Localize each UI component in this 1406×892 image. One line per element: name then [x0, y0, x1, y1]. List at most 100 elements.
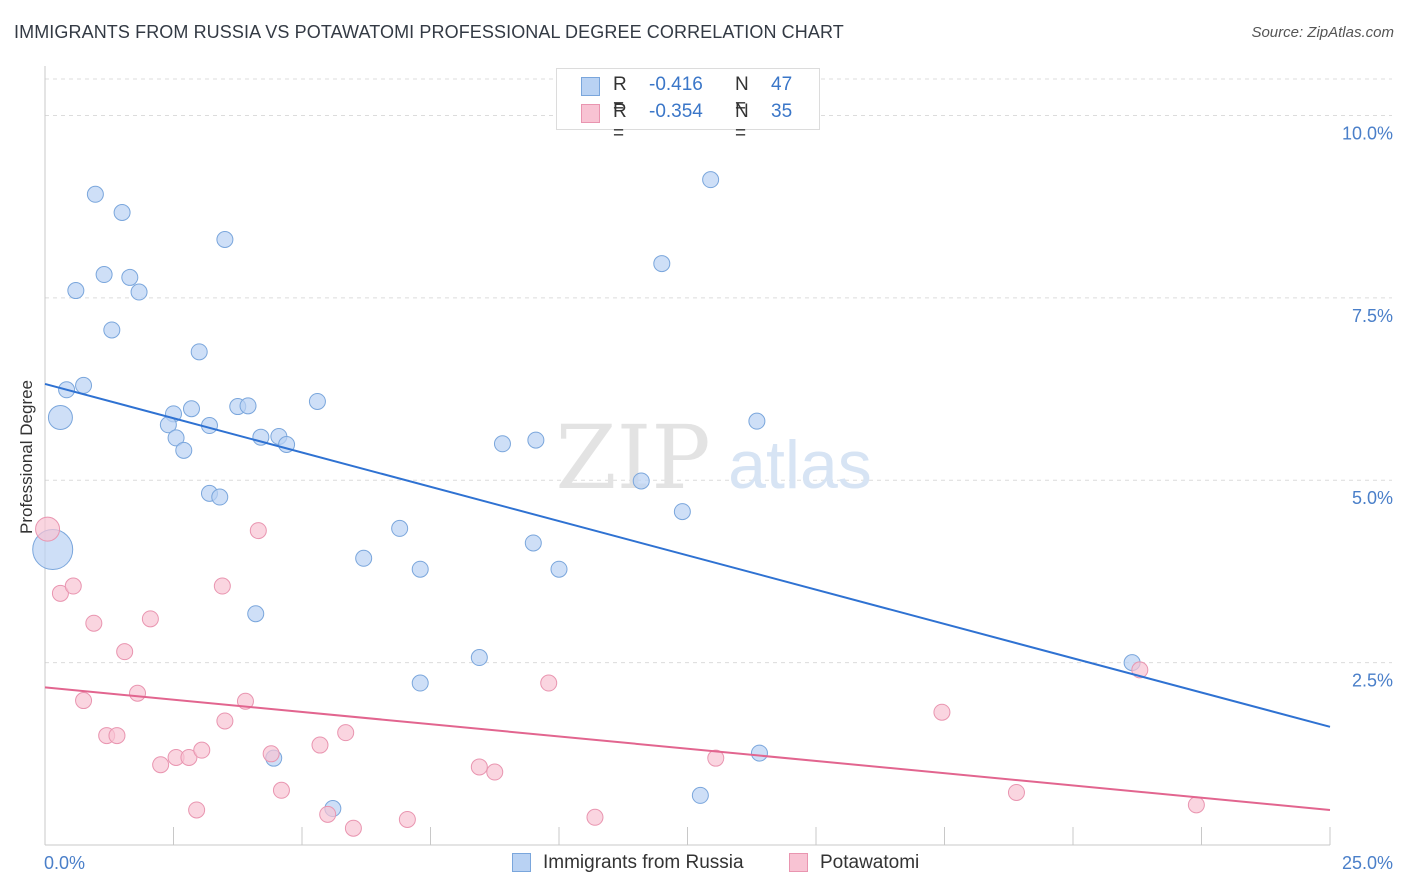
potawatomi-point: [249, 522, 267, 540]
russia-point: [673, 503, 691, 521]
y-axis-label: Professional Degree: [17, 379, 36, 535]
axes-layer: [44, 66, 1331, 846]
potawatomi-point: [344, 819, 362, 837]
russia-point: [247, 605, 265, 623]
russia-point: [190, 343, 208, 361]
russia-point: [493, 435, 511, 453]
potawatomi-point: [213, 577, 231, 595]
trend-layer: [44, 382, 1331, 811]
legend-swatch-potawatomi: [581, 104, 600, 123]
russia-point: [308, 392, 326, 410]
potawatomi-point: [311, 736, 329, 754]
potawatomi-point: [152, 756, 170, 774]
potawatomi-point: [398, 810, 416, 828]
potawatomi-point: [933, 703, 951, 721]
russia-point: [167, 429, 185, 447]
r-value: -0.416: [649, 74, 703, 95]
watermark-atlas: atlas: [728, 427, 872, 503]
russia-point: [182, 400, 200, 418]
russia-point: [86, 185, 104, 203]
x-tick-label: 0.0%: [44, 853, 85, 873]
y-tick-label: 10.0%: [1342, 123, 1393, 143]
points-layer: [32, 171, 1205, 837]
y-tick-label: 2.5%: [1352, 671, 1393, 691]
grid-layer: [45, 78, 1392, 664]
potawatomi-point: [75, 692, 93, 710]
legend-swatch-russia: [581, 77, 600, 96]
potawatomi-point: [1131, 661, 1149, 679]
potawatomi-point: [272, 781, 290, 799]
russia-point: [470, 649, 488, 667]
russia-point: [75, 376, 93, 394]
russia-point: [216, 230, 234, 248]
tick-labels: 2.5% 5.0% 7.5% 10.0% 0.0% 25.0%: [44, 123, 1393, 873]
potawatomi-point: [193, 741, 211, 759]
n-label: N =: [735, 74, 749, 117]
potawatomi-point: [262, 745, 280, 763]
y-tick-label: 5.0%: [1352, 488, 1393, 508]
russia-point: [130, 283, 148, 301]
russia-point: [47, 404, 73, 430]
russia-point: [239, 397, 257, 415]
potawatomi-point: [1187, 796, 1205, 814]
russia-point: [391, 519, 409, 537]
potawatomi-point: [216, 712, 234, 730]
russia-point: [411, 674, 429, 692]
watermark-zip: ZIP: [555, 406, 710, 509]
potawatomi-point: [540, 674, 558, 692]
stats-legend: R = -0.416 N = 47 R = -0.354 N = 35: [556, 68, 820, 144]
russia-point: [702, 171, 720, 189]
legend-swatch-potawatomi: [789, 853, 808, 872]
chart-title: IMMIGRANTS FROM RUSSIA VS POTAWATOMI PRO…: [14, 22, 844, 42]
r-label: R =: [613, 74, 627, 117]
russia-point: [632, 472, 650, 490]
russia-point: [175, 441, 193, 459]
potawatomi-point: [337, 724, 355, 742]
potawatomi-point: [51, 584, 69, 602]
potawatomi-point: [85, 614, 103, 632]
russia-point: [121, 268, 139, 286]
potawatomi-point: [116, 643, 134, 661]
russia-point: [113, 204, 131, 222]
potawatomi-point: [35, 516, 61, 542]
potawatomi-point: [486, 763, 504, 781]
n-value: 35: [771, 101, 793, 122]
legend-label-potawatomi: Potawatomi: [820, 852, 920, 873]
potawatomi-point: [188, 801, 206, 819]
russia-point: [411, 560, 429, 578]
potawatomi-point: [108, 727, 126, 745]
legend-swatch-russia: [512, 853, 531, 872]
potawatomi-point: [1007, 783, 1025, 801]
potawatomi-point: [470, 758, 488, 776]
potawatomi-point: [141, 610, 159, 628]
russia-point: [355, 549, 373, 567]
y-tick-label: 7.5%: [1352, 306, 1393, 326]
russia-point: [550, 560, 568, 578]
russia-point: [211, 488, 229, 506]
n-value: 47: [771, 74, 793, 95]
russia-point: [103, 321, 121, 339]
russia-point: [748, 412, 766, 430]
r-label: R =: [613, 101, 627, 144]
russia-trend-line: [44, 382, 1331, 728]
x-tick-label: 25.0%: [1342, 853, 1393, 873]
potawatomi-point: [180, 748, 198, 766]
russia-point: [691, 786, 709, 804]
russia-point: [527, 431, 545, 449]
russia-point: [67, 282, 85, 300]
potawatomi-point: [707, 749, 725, 767]
potawatomi-trend-line: [44, 686, 1331, 811]
russia-point: [95, 266, 113, 284]
russia-point: [653, 255, 671, 273]
n-label: N =: [735, 101, 749, 144]
r-value: -0.354: [649, 101, 703, 122]
potawatomi-point: [64, 577, 82, 595]
potawatomi-point: [586, 808, 604, 826]
russia-point: [750, 744, 768, 762]
potawatomi-point: [129, 684, 147, 702]
potawatomi-point: [319, 805, 337, 823]
source-label: Source: ZipAtlas.com: [1251, 24, 1394, 41]
russia-point: [524, 534, 542, 552]
legend-label-russia: Immigrants from Russia: [543, 852, 744, 873]
